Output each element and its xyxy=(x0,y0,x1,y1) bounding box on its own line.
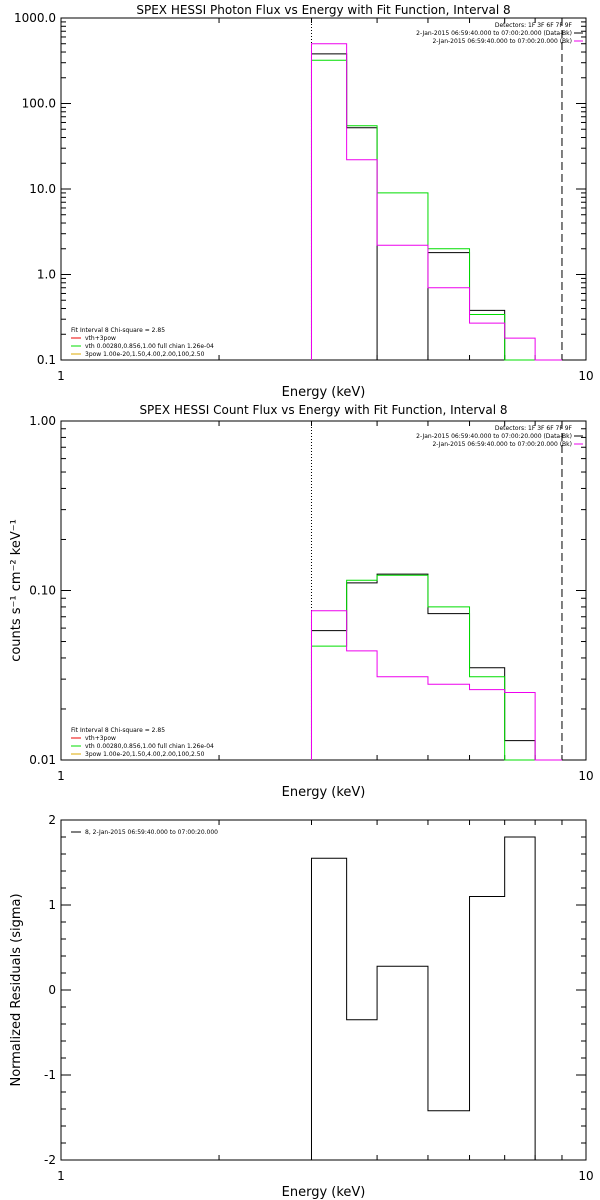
header-text: 2-Jan-2015 06:59:40.000 to 07:00:20.000 … xyxy=(416,30,572,37)
plot-frame xyxy=(60,17,587,361)
chart-title: SPEX HESSI Photon Flux vs Energy with Fi… xyxy=(136,3,510,17)
header-text: 2-Jan-2015 06:59:40.000 to 07:00:20.000 … xyxy=(416,433,572,440)
series-step-line xyxy=(310,53,562,361)
plot-frame xyxy=(60,819,587,1161)
legend-entry: vth+3pow xyxy=(85,735,116,742)
y-tick-label: 1 xyxy=(48,898,56,912)
plot-frame xyxy=(60,420,587,761)
header-text: Detectors: 1F 3F 6F 7F 9F xyxy=(495,425,573,432)
y-tick-label: -1 xyxy=(44,1068,56,1082)
y-tick-label: 0.10 xyxy=(29,584,56,598)
y-tick-label: 1.00 xyxy=(29,414,56,428)
y-tick-label: 1000.0 xyxy=(14,11,56,25)
x-tick-label: 10 xyxy=(578,1169,593,1183)
x-axis-label: Energy (keV) xyxy=(282,1185,366,1200)
series-step-line xyxy=(310,610,562,761)
y-tick-label: 0.01 xyxy=(29,753,56,767)
series-step-line xyxy=(310,43,562,361)
x-tick-label: 10 xyxy=(578,369,593,383)
legend-entry: 3pow 1.00e-20,1.50,4.00,2.00,100,2.50 xyxy=(85,751,205,758)
chart-title: SPEX HESSI Count Flux vs Energy with Fit… xyxy=(139,403,507,417)
legend-entry: vth 0.00280,0.856,1.00 full chian 1.26e-… xyxy=(85,343,214,350)
chart-panel-3: 1 10 -2 -1 0 1 2 Energy (keV) Normalized Residua… xyxy=(9,813,594,1200)
series-step-line xyxy=(310,574,562,761)
y-tick-label: 0.1 xyxy=(37,353,56,367)
legend-entry: Fit Interval 8 Chi-square = 2.85 xyxy=(71,327,165,334)
x-tick-label: 1 xyxy=(57,1169,65,1183)
y-tick-label: 10.0 xyxy=(29,182,56,196)
chart-panel-1: SPEX HESSI Photon Flux vs Energy with Fi… xyxy=(14,3,594,400)
x-tick-label: 10 xyxy=(578,769,593,783)
chart-panel-2: SPEX HESSI Count Flux vs Energy with Fit… xyxy=(9,403,594,800)
x-axis-label: Energy (keV) xyxy=(282,785,366,800)
header-text: Detectors: 1F 3F 6F 7F 9F xyxy=(495,22,573,29)
series-step-line xyxy=(310,573,562,761)
y-tick-label: 0 xyxy=(48,983,56,997)
x-axis-label: Energy (keV) xyxy=(282,385,366,400)
header-text: 2-Jan-2015 06:59:40.000 to 07:00:20.000 … xyxy=(432,38,572,45)
y-axis-label: counts s⁻¹ cm⁻² keV⁻¹ xyxy=(9,519,24,662)
series-step-line xyxy=(310,59,562,361)
legend-entry: vth+3pow xyxy=(85,335,116,342)
legend-entry: vth 0.00280,0.856,1.00 full chian 1.26e-… xyxy=(85,743,214,750)
x-tick-label: 1 xyxy=(57,769,65,783)
y-tick-label: 2 xyxy=(48,813,56,827)
y-tick-label: 100.0 xyxy=(22,97,56,111)
legend-entry: 8, 2-Jan-2015 06:59:40.000 to 07:00:20.0… xyxy=(85,829,218,836)
y-tick-label: 1.0 xyxy=(37,268,56,282)
y-axis-label: Normalized Residuals (sigma) xyxy=(9,893,24,1086)
header-text: 2-Jan-2015 06:59:40.000 to 07:00:20.000 … xyxy=(432,441,572,448)
legend-entry: 3pow 1.00e-20,1.50,4.00,2.00,100,2.50 xyxy=(85,351,205,358)
y-tick-label: -2 xyxy=(44,1153,56,1167)
series-step-line xyxy=(310,836,562,1161)
legend-entry: Fit Interval 8 Chi-square = 2.85 xyxy=(71,727,165,734)
x-tick-label: 1 xyxy=(57,369,65,383)
